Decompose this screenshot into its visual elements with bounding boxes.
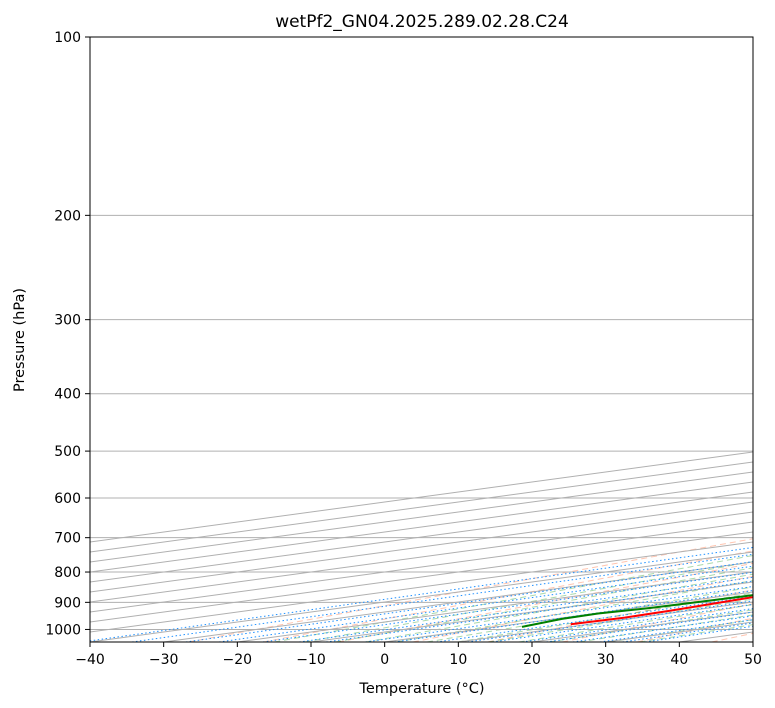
moist-adiabat	[426, 586, 753, 642]
isobar-gridlines	[90, 37, 753, 630]
y-tick-label: 1000	[45, 622, 81, 638]
x-tick-label: 20	[523, 652, 541, 668]
moist-adiabat	[334, 567, 753, 642]
isotherm	[90, 501, 753, 593]
x-tick-label: −40	[75, 652, 105, 668]
moist-adiabat	[396, 580, 753, 642]
isotherm	[90, 521, 753, 613]
moist-adiabats	[274, 554, 753, 642]
x-axis-label: Temperature (°C)	[358, 681, 484, 697]
x-tick-label: −30	[149, 652, 179, 668]
dry-adiabat	[711, 632, 753, 642]
moist-adiabat	[488, 598, 753, 642]
isotherm	[90, 471, 753, 563]
isotherm	[310, 581, 753, 642]
chart-title: wetPf2_GN04.2025.289.02.28.C24	[275, 12, 569, 32]
mixing-ratio-line	[299, 576, 753, 642]
isotherm	[90, 541, 753, 633]
y-tick-label: 400	[54, 387, 81, 403]
y-tick-label: 300	[54, 313, 81, 329]
mixing-ratio-line	[546, 611, 753, 642]
x-axis: −40 −30 −20 −10 0 10 20 30 40 50	[75, 642, 762, 668]
isotherm	[90, 481, 753, 573]
y-tick-label: 800	[54, 565, 81, 581]
isotherm	[679, 631, 753, 642]
moist-adiabat	[518, 604, 753, 642]
plot-frame	[89, 36, 754, 643]
x-tick-label: 10	[449, 652, 467, 668]
x-tick-label: −10	[296, 652, 326, 668]
y-tick-label: 500	[54, 444, 81, 460]
plot-area: -100-90-80-70-60-50-40-30-20-10010203040…	[90, 37, 753, 642]
dry-adiabat	[487, 589, 753, 642]
isotherm	[90, 551, 753, 642]
x-tick-label: 30	[597, 652, 615, 668]
mixing-ratio-line	[645, 625, 753, 642]
isotherm	[752, 641, 753, 642]
y-tick-label: 900	[54, 595, 81, 611]
isotherm	[90, 531, 753, 623]
isotherm	[90, 511, 753, 603]
isotherm	[90, 451, 753, 543]
x-tick-label: 0	[380, 652, 389, 668]
y-tick-label: 100	[54, 30, 81, 46]
dry-adiabat	[562, 603, 753, 642]
temperature-profile	[570, 596, 753, 626]
moist-adiabat	[457, 592, 753, 642]
y-tick-label: 200	[54, 208, 81, 224]
mixing-ratio-lines	[90, 546, 753, 642]
y-tick-label: 600	[54, 491, 81, 507]
y-axis-label: Pressure (hPa)	[12, 288, 28, 392]
mixing-ratio-line	[326, 580, 753, 642]
y-axis: 100 200 300 400 500 600 700 800 900 1000	[45, 30, 90, 638]
isotherm	[531, 611, 753, 642]
dry-adiabat	[636, 617, 753, 642]
moist-adiabat	[274, 554, 753, 642]
y-tick-label: 700	[54, 531, 81, 547]
dry-adiabat	[338, 562, 753, 642]
mixing-ratio-line	[365, 585, 753, 642]
dry-adiabat	[263, 550, 753, 642]
moist-adiabat	[548, 609, 753, 642]
isotherm-gridlines	[90, 451, 753, 642]
isotherm	[90, 491, 753, 583]
isotherm	[384, 591, 753, 642]
isotherm	[90, 461, 753, 553]
moist-adiabat	[639, 624, 753, 642]
x-tick-label: 50	[744, 652, 762, 668]
x-tick-label: 40	[670, 652, 688, 668]
mixing-ratio-line	[394, 590, 753, 642]
x-tick-label: −20	[223, 652, 253, 668]
moist-adiabat	[365, 573, 753, 642]
